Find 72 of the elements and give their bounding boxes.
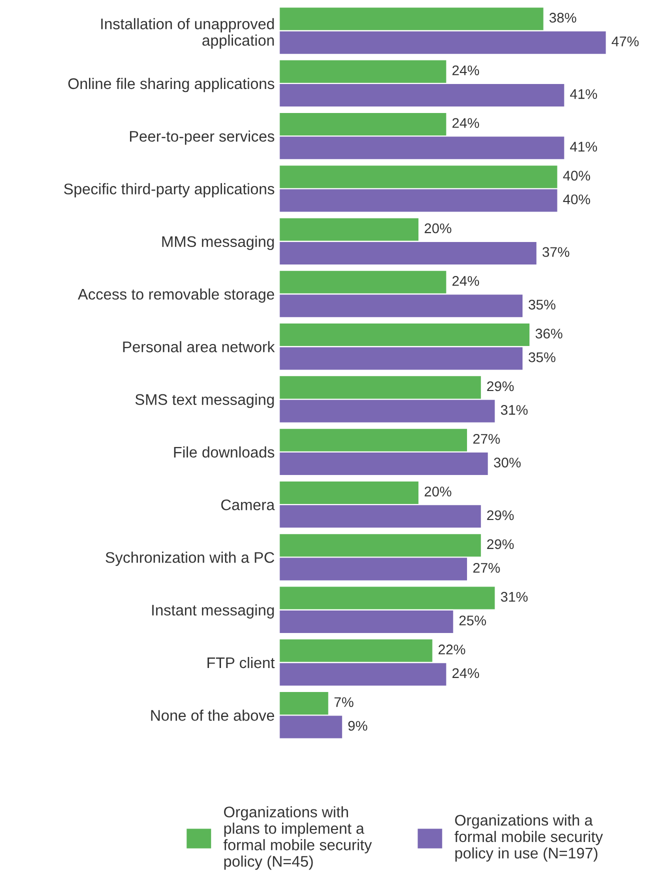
bar xyxy=(280,8,544,30)
data-label: 24% xyxy=(452,276,480,286)
bar xyxy=(280,452,488,476)
bar xyxy=(280,400,495,422)
y-tick-label: Access to removable storage xyxy=(78,288,274,303)
y-tick-label: None of the above xyxy=(151,710,274,721)
data-label: 30% xyxy=(494,458,521,468)
bar xyxy=(280,505,481,528)
bar xyxy=(280,112,446,136)
bar xyxy=(280,270,446,294)
bar xyxy=(280,294,523,318)
bar xyxy=(280,347,523,370)
bar xyxy=(280,716,342,738)
data-label: 29% xyxy=(487,381,514,392)
data-label: 36% xyxy=(536,328,562,339)
data-label: 40% xyxy=(563,194,590,204)
data-label: 24% xyxy=(452,65,480,76)
y-tick-label: Specific third-party applications xyxy=(64,183,274,198)
bar xyxy=(280,692,328,715)
bar xyxy=(280,324,530,346)
y-tick-label: Instant messaging xyxy=(152,604,274,619)
y-tick-label: Camera xyxy=(221,499,275,510)
data-label: 20% xyxy=(424,223,452,234)
data-label: 31% xyxy=(500,405,528,415)
legend-label: Organizations with plans to implement a formal mobile security policy (N=45) xyxy=(224,806,372,870)
data-label: 29% xyxy=(487,510,514,520)
y-tick-label: SMS text messaging xyxy=(135,394,274,408)
y-tick-label: Peer-to-peer services xyxy=(130,130,274,145)
data-label: 27% xyxy=(473,562,500,573)
bar xyxy=(280,242,536,264)
data-label: 38% xyxy=(549,12,576,23)
bar xyxy=(280,428,468,452)
data-label: 24% xyxy=(452,118,480,128)
bar xyxy=(280,639,432,662)
bar xyxy=(280,189,558,212)
data-label: 41% xyxy=(570,142,598,152)
data-label: 27% xyxy=(473,434,500,444)
data-label: 25% xyxy=(459,616,486,626)
data-label: 31% xyxy=(500,592,528,602)
bar xyxy=(280,586,495,610)
data-label: 20% xyxy=(424,486,452,496)
bar xyxy=(280,136,564,160)
y-tick-label: FTP client xyxy=(208,656,275,668)
bar xyxy=(280,166,558,188)
data-label: 24% xyxy=(452,668,480,678)
y-tick-label: Sychronization with a PC xyxy=(106,552,274,566)
bar xyxy=(280,376,481,399)
y-tick-label: Online file sharing applications xyxy=(68,78,274,92)
bar xyxy=(280,60,446,83)
data-label: 22% xyxy=(438,644,466,654)
legend-label: Organizations with a formal mobile security policy in use (N=197) xyxy=(454,814,603,862)
y-tick-label: File downloads xyxy=(174,446,274,458)
data-label: 40% xyxy=(563,170,590,181)
y-tick-label: Personal area network xyxy=(123,341,275,352)
data-label: 35% xyxy=(528,352,556,362)
bar xyxy=(280,534,481,557)
bar xyxy=(280,481,418,504)
bar xyxy=(280,84,564,107)
data-label: 29% xyxy=(487,539,514,550)
data-label: 9% xyxy=(348,720,368,731)
bar xyxy=(280,558,468,580)
data-label: 37% xyxy=(542,247,570,257)
data-label: 41% xyxy=(570,89,598,99)
data-label: 47% xyxy=(612,36,639,46)
y-tick-label: Installation of unapproved application xyxy=(101,18,274,49)
bar xyxy=(280,218,418,241)
data-label: 35% xyxy=(528,300,556,310)
y-tick-label: MMS messaging xyxy=(162,236,274,250)
bar xyxy=(280,610,454,633)
data-label: 7% xyxy=(334,697,354,707)
bar xyxy=(280,663,446,686)
bar xyxy=(280,31,606,54)
